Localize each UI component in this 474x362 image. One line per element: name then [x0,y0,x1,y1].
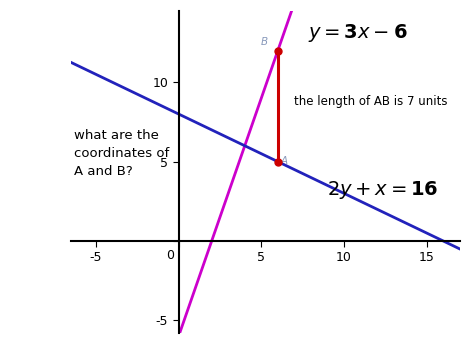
Text: what are the
coordinates of
A and B?: what are the coordinates of A and B? [74,129,170,178]
Text: A: A [281,156,288,166]
Text: B: B [261,37,268,47]
Text: 0: 0 [165,249,173,262]
Text: $2y + x = \mathbf{16}$: $2y + x = \mathbf{16}$ [328,179,439,201]
Text: $y = \mathbf{3}x - \mathbf{6}$: $y = \mathbf{3}x - \mathbf{6}$ [308,22,407,44]
Text: the length of AB is 7 units: the length of AB is 7 units [294,95,448,108]
